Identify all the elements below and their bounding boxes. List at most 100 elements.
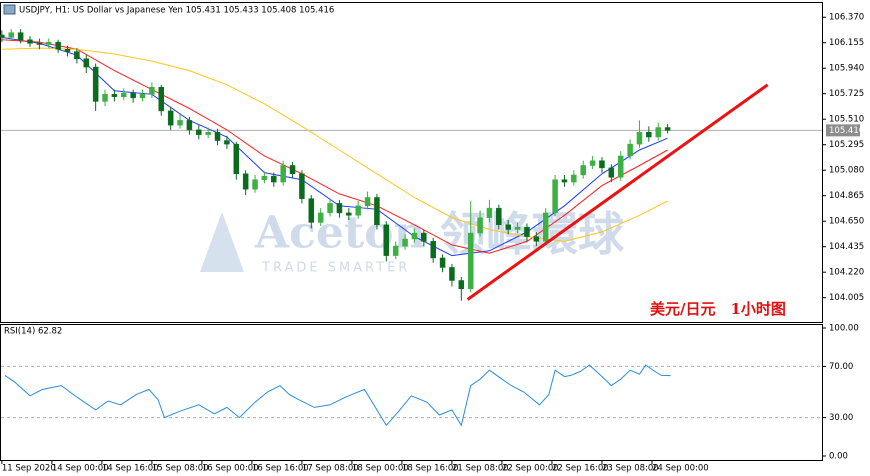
- y-tick-label: 105.725: [829, 89, 864, 99]
- y-tick-label: 105.940: [829, 64, 864, 74]
- trend-line: [466, 83, 769, 301]
- rsi-line: [4, 364, 671, 427]
- candle-body: [505, 224, 511, 230]
- last-price-box: [826, 124, 860, 137]
- candle-body: [617, 155, 624, 178]
- candle-body: [383, 224, 390, 256]
- candle-body: [252, 179, 258, 190]
- x-tick-label: 22 Sep 16:00: [552, 464, 609, 474]
- candle-body: [580, 165, 586, 176]
- candle-body: [317, 212, 324, 223]
- y-tick-label: 104.865: [829, 191, 864, 201]
- x-tick-label: 18 Sep 16:00: [402, 464, 459, 474]
- x-tick-label: 14 Sep 00:00: [52, 464, 109, 474]
- candle-body: [421, 232, 427, 242]
- candle-body: [599, 160, 605, 169]
- candle-body: [139, 94, 146, 99]
- symbol-icon: [3, 4, 16, 15]
- candle-body: [233, 143, 240, 175]
- candle-body: [102, 94, 108, 102]
- candle-body: [64, 48, 71, 52]
- y-tick-label: 0.00: [829, 452, 848, 462]
- candle-body: [158, 86, 165, 112]
- candle-body: [224, 140, 230, 145]
- y-tick-label: 104.650: [829, 217, 864, 227]
- y-tick-label: 104.220: [829, 268, 864, 278]
- x-tick-label: 14 Sep 16:00: [102, 464, 159, 474]
- candle-body: [186, 120, 193, 131]
- rsi-panel: [0, 324, 823, 461]
- y-tick-label: 105.080: [829, 166, 864, 176]
- candle-body: [561, 179, 568, 183]
- watermark-logo: [200, 212, 244, 272]
- candle-body: [8, 32, 15, 38]
- candle-body: [308, 198, 315, 223]
- y-tick-label: 105.510: [829, 115, 864, 125]
- x-tick-label: 17 Sep 08:00: [302, 464, 359, 474]
- candle-body: [27, 39, 33, 44]
- candle-body: [411, 232, 418, 240]
- x-tick-label: 15 Sep 08:00: [152, 464, 209, 474]
- candle-body: [167, 110, 174, 126]
- candle-body: [46, 41, 52, 45]
- candle-body: [627, 143, 633, 157]
- x-tick-label: 11 Sep 2020: [2, 464, 56, 474]
- candle-body: [364, 197, 371, 207]
- y-tick-label: 106.370: [829, 13, 864, 23]
- candle-body: [542, 212, 549, 242]
- x-tick-label: 23 Sep 08:00: [602, 464, 659, 474]
- y-tick-label: 70.00: [829, 362, 853, 372]
- candle-body: [655, 127, 661, 138]
- candle-body: [83, 58, 90, 68]
- candle-body: [196, 129, 202, 135]
- candle-body: [336, 203, 343, 214]
- y-tick-label: 104.435: [829, 242, 864, 252]
- candle-body: [111, 94, 118, 97]
- y-tick-label: 30.00: [829, 413, 853, 423]
- x-tick-label: 22 Sep 00:00: [502, 464, 559, 474]
- rsi-title: RSI(14) 62.82: [4, 327, 62, 337]
- candle-body: [299, 173, 305, 199]
- candle-body: [261, 175, 268, 180]
- candle-body: [439, 257, 446, 268]
- candle-body: [121, 92, 127, 97]
- candle-body: [346, 212, 352, 216]
- candle-body: [0, 34, 5, 38]
- candle-body: [402, 238, 408, 247]
- candle-body: [289, 165, 296, 175]
- y-tick-label: 106.155: [829, 38, 864, 48]
- chart-title: USDJPY, H1: US Dollar vs Japanese Yen 10…: [19, 6, 334, 16]
- last-price-label: 105.416: [829, 126, 864, 136]
- candle-body: [477, 217, 483, 234]
- candle-body: [552, 179, 558, 214]
- candle-body: [74, 51, 80, 59]
- candle-body: [205, 132, 211, 135]
- x-tick-label: 21 Sep 08:00: [452, 464, 509, 474]
- candle-body: [55, 41, 61, 50]
- candle-body: [271, 175, 277, 183]
- candle-body: [355, 205, 361, 216]
- candle-body: [149, 86, 155, 95]
- x-tick-label: 16 Sep 00:00: [202, 464, 259, 474]
- y-tick-label: 104.005: [829, 293, 864, 303]
- y-tick-label: 105.295: [829, 140, 864, 150]
- candle-body: [524, 226, 530, 237]
- candle-body: [589, 160, 596, 166]
- candle-body: [467, 232, 474, 290]
- plot-layer: 104.005 104.220 104.435 104.650 104.865 105.0…: [0, 13, 864, 474]
- candle-body: [374, 197, 380, 226]
- candle-body: [430, 241, 436, 259]
- candle-body: [486, 207, 493, 218]
- annotation: 美元/日元 1小时图: [650, 300, 786, 318]
- x-tick-label: 16 Sep 16:00: [252, 464, 309, 474]
- candle-body: [458, 280, 465, 290]
- candle-body: [130, 92, 136, 99]
- candle-body: [242, 173, 249, 190]
- candle-body: [36, 43, 43, 45]
- candle-body: [533, 236, 540, 242]
- candle-body: [214, 132, 221, 141]
- candle-body: [496, 207, 502, 226]
- candle-body: [177, 120, 183, 126]
- watermark-text: TRADE SMARTER: [261, 261, 410, 276]
- candle-body: [636, 132, 643, 145]
